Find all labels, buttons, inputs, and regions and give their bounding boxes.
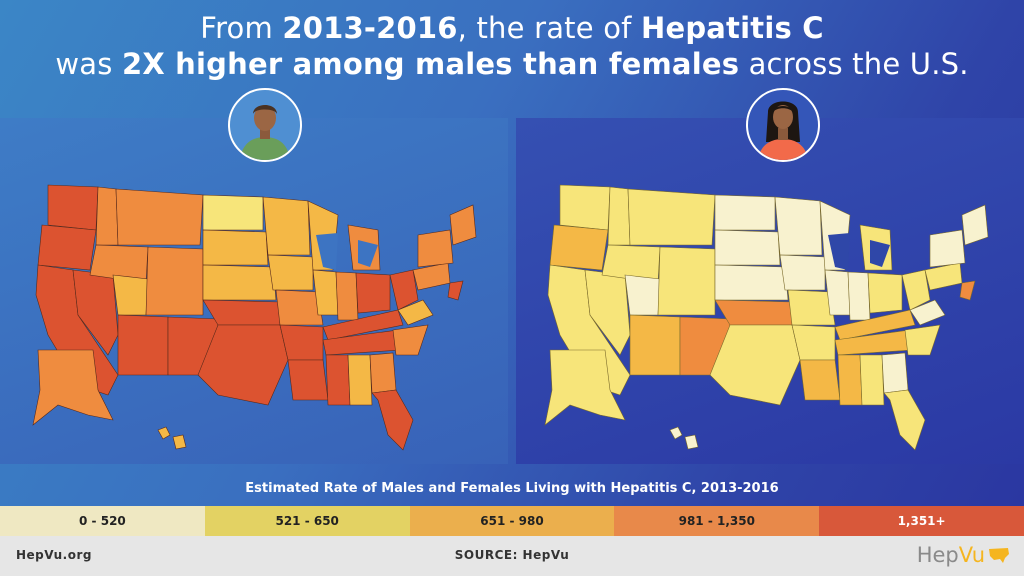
headline-line-2: was 2X higher among males than females a… bbox=[55, 47, 969, 81]
male-us-map bbox=[32, 184, 477, 451]
legend-bin-2: 521 - 650 bbox=[204, 506, 410, 536]
legend-title: Estimated Rate of Males and Females Livi… bbox=[245, 481, 779, 496]
us-map-logo-icon bbox=[989, 548, 1009, 563]
headline-line-1: From 2013-2016, the rate of Hepatitis C bbox=[200, 11, 824, 45]
site-url: HepVu.org bbox=[16, 548, 92, 562]
legend-bin-3: 651 - 980 bbox=[409, 506, 615, 536]
legend-bin-1: 0 - 520 bbox=[0, 506, 205, 536]
legend-bin-4: 981 - 1,350 bbox=[614, 506, 820, 536]
legend: 0 - 520 521 - 650 651 - 980 981 - 1,350 … bbox=[0, 506, 1024, 536]
headline: From 2013-2016, the rate of Hepatitis C … bbox=[0, 10, 1024, 82]
footer: HepVu.org SOURCE: HepVu Hep Vu bbox=[0, 536, 1024, 576]
hepvu-logo: Hep Vu bbox=[917, 543, 1010, 567]
source-credit: SOURCE: HepVu bbox=[454, 548, 570, 562]
female-us-map bbox=[544, 184, 989, 451]
legend-bin-5: 1,351+ bbox=[819, 506, 1024, 536]
male-avatar-icon bbox=[228, 88, 302, 162]
female-avatar-icon bbox=[746, 88, 820, 162]
